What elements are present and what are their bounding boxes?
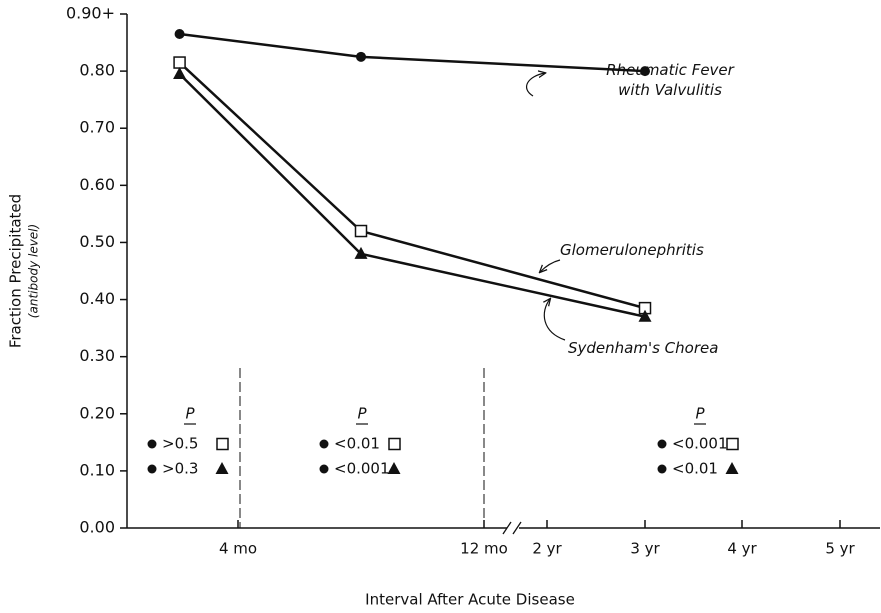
y-tick-label: 0.50 [79,232,115,251]
x-tick-label: 4 mo [219,540,257,558]
point [356,51,366,62]
p-bullet [319,439,329,449]
y-tick-label: 0.00 [79,518,115,537]
p-value: >0.5 [162,435,198,453]
series-label: Rheumatic Fever with Valvulitis [606,61,734,99]
series-label: Glomerulonephritis [560,241,704,259]
axis-break [502,521,522,535]
y-tick-label: 0.40 [79,289,115,308]
x-tick-label: 3 yr [630,540,660,558]
series-label-text: Sydenham's Chorea [568,339,719,357]
p-symbol [215,462,229,474]
y-tick-label: 0.60 [79,175,115,194]
arrow [526,73,545,97]
p-symbol [387,462,401,474]
point [174,28,185,39]
point [173,66,187,79]
y-tick-label: 0.80 [79,61,115,80]
y-tick-label: 0.30 [79,346,115,365]
y-axis-label: Fraction Precipitated [7,194,25,348]
x-tick-label: 12 mo [460,540,508,558]
y-tick-label: 0.70 [79,118,115,137]
point [173,56,186,69]
point [640,66,650,77]
p-bullet [657,464,667,474]
arrow [540,259,561,272]
p-symbol [216,437,229,451]
series-label-text: Glomerulonephritis [560,241,704,259]
p-value: <0.01 [672,460,718,478]
p-value: <0.01 [334,435,380,453]
arrow [544,299,566,341]
point [638,309,652,322]
x-axis-label: Interval After Acute Disease [365,591,575,609]
x-tick-label: 5 yr [825,540,855,558]
p-bullet [319,464,329,474]
p-symbol [388,437,401,451]
p-value: <0.001 [334,460,390,478]
y-tick-label: 0.10 [79,460,115,479]
p-label: P [185,405,195,423]
p-value: <0.001 [672,435,728,453]
y-axis-sublabel: (antibody level) [27,224,41,318]
series-line [179,32,646,73]
p-symbol [725,462,739,474]
point [354,246,368,259]
p-value: >0.3 [162,460,198,478]
p-bullet [147,464,157,474]
series-label: Sydenham's Chorea [568,339,719,357]
y-tick-label: 0.90+ [66,4,115,23]
p-label: P [695,405,705,423]
point [354,224,368,238]
x-tick-label: 4 yr [727,540,757,558]
p-bullet [147,439,157,449]
p-bullet [657,439,667,449]
p-label: P [357,405,367,423]
series-label-text: Rheumatic Fever with Valvulitis [606,61,734,99]
x-tick-label: 2 yr [532,540,562,558]
p-symbol [726,437,739,451]
y-tick-label: 0.20 [79,403,115,422]
